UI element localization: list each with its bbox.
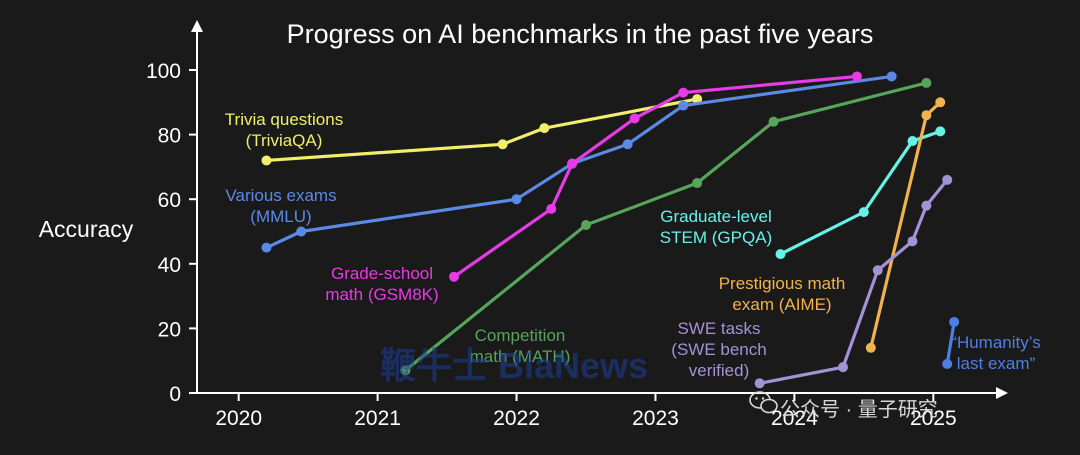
y-tick-label: 40	[158, 254, 181, 277]
data-point	[692, 94, 703, 105]
data-point	[921, 110, 932, 121]
data-point	[567, 158, 578, 169]
x-tick-label: 2022	[493, 407, 540, 430]
data-point	[935, 97, 946, 108]
series-label: Prestigious math exam (AIME)	[719, 274, 846, 314]
x-tick-label: 2023	[632, 407, 679, 430]
chart-title: Progress on AI benchmarks in the past fi…	[287, 19, 874, 49]
data-point	[935, 126, 946, 137]
data-point	[261, 242, 272, 253]
data-point	[838, 362, 849, 373]
x-tick-label: 2025	[910, 407, 957, 430]
y-tick-label: 100	[146, 60, 181, 83]
labels-layer: Trivia questions (TriviaQA) Various exams(…	[225, 110, 1041, 380]
data-point	[449, 271, 460, 282]
data-point	[754, 378, 765, 389]
series-1	[261, 71, 897, 253]
series-line	[869, 100, 942, 350]
data-point	[581, 220, 591, 231]
axes	[191, 20, 1008, 399]
data-point	[692, 178, 703, 189]
watermarks: 鞭牛士 BiaNews 公众号 · 量子研究	[380, 345, 938, 421]
ticks: 0 20 40 60 80 100 2020 2021 2022 2023 2024 2025	[146, 60, 957, 430]
series-4	[775, 126, 946, 260]
series-label: Grade-school math (GSM8K)	[325, 264, 438, 304]
data-point	[678, 87, 689, 98]
data-point	[775, 249, 786, 260]
data-point	[865, 342, 876, 353]
data-point	[907, 236, 918, 247]
series-line	[945, 320, 956, 366]
data-point	[872, 265, 883, 276]
data-point	[511, 194, 522, 205]
data-point	[622, 139, 633, 150]
data-point	[858, 207, 869, 218]
data-point	[921, 200, 932, 211]
series-layer	[261, 71, 960, 389]
series-5	[865, 97, 946, 353]
series-7	[942, 316, 960, 369]
series-0	[261, 94, 703, 166]
x-tick-label: 2020	[215, 407, 262, 430]
x-tick-label: 2024	[771, 407, 818, 430]
y-tick-label: 0	[169, 383, 181, 406]
series-label: Various exams (MMLU)	[225, 186, 336, 226]
watermark-wechat-account: 公众号 · 量子研究	[780, 398, 938, 421]
data-point	[942, 174, 953, 185]
y-axis-title: Accuracy	[39, 216, 134, 242]
data-point	[261, 155, 272, 166]
series-3	[400, 77, 932, 376]
data-point	[546, 203, 557, 214]
data-point	[400, 365, 411, 376]
series-label: Graduate-level STEM (GPQA)	[660, 207, 772, 247]
series-label: Competition math (MATH)	[470, 326, 571, 366]
data-point	[678, 100, 689, 111]
data-point	[629, 113, 640, 124]
series-line	[264, 74, 894, 250]
y-tick-label: 80	[158, 125, 181, 148]
watermark-bianews: 鞭牛士 BiaNews	[380, 345, 648, 386]
series-2	[449, 71, 862, 282]
data-point	[851, 71, 862, 82]
data-point	[907, 136, 918, 147]
series-line	[264, 97, 699, 163]
data-point	[942, 358, 953, 369]
data-point	[886, 71, 897, 82]
data-point	[497, 139, 508, 150]
series-label: “Humanity’s last exam”	[951, 333, 1040, 373]
y-tick-label: 60	[158, 189, 181, 212]
wechat-icon	[749, 391, 778, 414]
series-label: SWE tasks (SWE bench verified)	[671, 319, 766, 380]
y-axis-arrow	[191, 20, 203, 32]
x-tick-label: 2021	[354, 407, 401, 430]
y-tick-label: 20	[158, 318, 181, 341]
x-axis-arrow	[996, 387, 1008, 399]
series-line	[778, 129, 942, 256]
data-point	[768, 116, 779, 127]
data-point	[539, 123, 550, 134]
series-line	[758, 178, 949, 385]
data-point	[921, 77, 932, 88]
data-point	[296, 226, 307, 237]
data-point	[949, 316, 960, 327]
series-line	[452, 74, 859, 279]
series-label: Trivia questions (TriviaQA)	[225, 110, 343, 150]
series-6	[754, 174, 953, 389]
